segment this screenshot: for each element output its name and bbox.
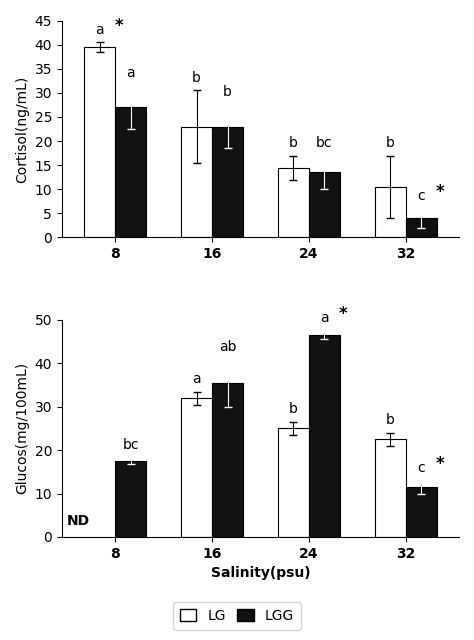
Bar bbox=[84, 47, 115, 237]
Bar bbox=[278, 168, 309, 237]
Text: ab: ab bbox=[219, 340, 236, 353]
Bar bbox=[181, 127, 212, 237]
Bar bbox=[181, 398, 212, 537]
Text: a: a bbox=[192, 372, 201, 386]
Text: ND: ND bbox=[67, 515, 90, 528]
Y-axis label: Cortisol(ng/mL): Cortisol(ng/mL) bbox=[15, 76, 29, 182]
Text: b: b bbox=[223, 86, 232, 99]
Text: b: b bbox=[386, 136, 395, 150]
Bar bbox=[406, 487, 437, 537]
Text: a: a bbox=[95, 23, 104, 36]
Text: *: * bbox=[436, 455, 445, 473]
Bar bbox=[278, 428, 309, 537]
Bar bbox=[375, 187, 406, 237]
Bar bbox=[375, 439, 406, 537]
Y-axis label: Glucos(mg/100mL): Glucos(mg/100mL) bbox=[15, 362, 29, 495]
Bar bbox=[212, 383, 243, 537]
Bar bbox=[115, 461, 146, 537]
Bar bbox=[406, 218, 437, 237]
Text: a: a bbox=[320, 312, 328, 325]
Text: b: b bbox=[289, 403, 298, 417]
Text: *: * bbox=[436, 183, 445, 201]
Bar bbox=[115, 108, 146, 237]
Text: b: b bbox=[289, 136, 298, 150]
Text: *: * bbox=[114, 17, 123, 35]
Text: bc: bc bbox=[316, 136, 333, 150]
Bar bbox=[212, 127, 243, 237]
Bar bbox=[309, 172, 340, 237]
Bar bbox=[309, 335, 340, 537]
Text: c: c bbox=[418, 461, 425, 475]
X-axis label: Salinity(psu): Salinity(psu) bbox=[210, 566, 310, 580]
Text: *: * bbox=[339, 305, 347, 323]
Text: a: a bbox=[127, 66, 135, 80]
Text: bc: bc bbox=[122, 438, 139, 452]
Text: c: c bbox=[418, 189, 425, 203]
Text: b: b bbox=[386, 413, 395, 428]
Legend: LG, LGG: LG, LGG bbox=[173, 602, 301, 630]
Text: b: b bbox=[192, 71, 201, 85]
